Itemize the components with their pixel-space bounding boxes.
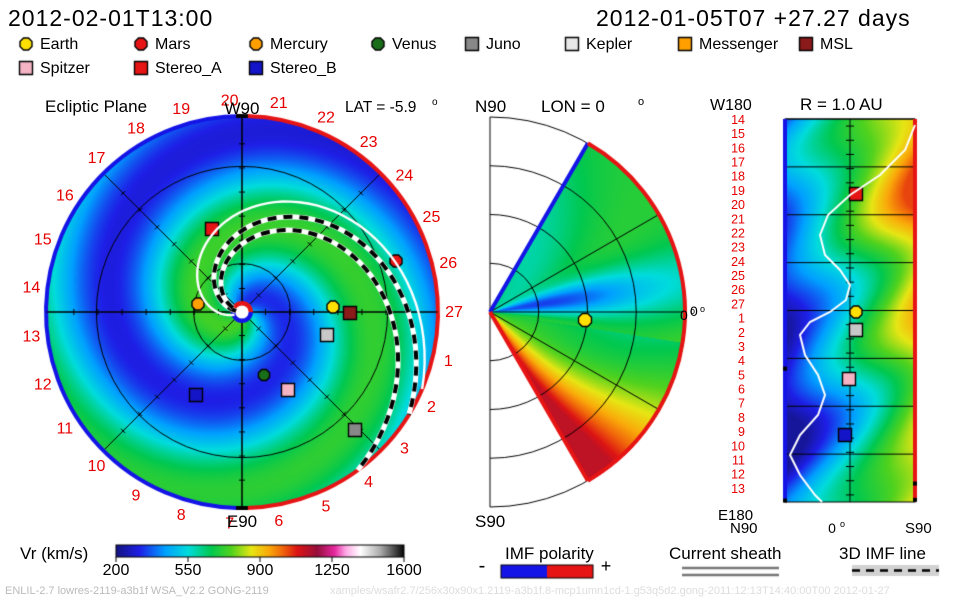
svg-text:4: 4	[364, 474, 373, 491]
svg-text:3: 3	[400, 440, 409, 457]
svg-text:16: 16	[731, 141, 745, 155]
svg-text:22: 22	[317, 109, 335, 126]
svg-text:900: 900	[247, 562, 274, 579]
svg-text:Stereo_B: Stereo_B	[270, 60, 337, 77]
svg-text:Stereo_A: Stereo_A	[155, 60, 222, 77]
svg-text:200: 200	[103, 562, 130, 579]
svg-text:3: 3	[738, 340, 745, 354]
svg-text:LAT = -5.9: LAT = -5.9	[345, 99, 416, 116]
svg-text:Kepler: Kepler	[586, 36, 633, 53]
svg-text:9: 9	[738, 425, 745, 439]
svg-text:22: 22	[731, 226, 745, 240]
svg-text:24: 24	[731, 255, 745, 269]
svg-text:550: 550	[175, 562, 202, 579]
svg-text:16: 16	[56, 188, 74, 205]
svg-text:5: 5	[322, 499, 331, 516]
svg-text:8: 8	[177, 507, 186, 524]
svg-text:o: o	[638, 96, 644, 108]
svg-text:11: 11	[732, 453, 745, 467]
svg-text:14: 14	[731, 113, 745, 127]
svg-text:0: 0	[828, 520, 836, 536]
svg-text:Ecliptic Plane: Ecliptic Plane	[45, 97, 147, 116]
svg-text:27: 27	[445, 304, 463, 321]
svg-text:26: 26	[731, 283, 745, 297]
svg-text:0: 0	[680, 307, 688, 323]
svg-text:S90: S90	[905, 520, 932, 537]
svg-text:8: 8	[738, 411, 745, 425]
svg-text:+: +	[601, 556, 612, 576]
svg-text:N90: N90	[475, 97, 506, 116]
svg-text:20: 20	[731, 198, 745, 212]
svg-text:10: 10	[88, 458, 106, 475]
svg-text:1250: 1250	[314, 562, 350, 579]
svg-text:Juno: Juno	[486, 36, 521, 53]
svg-text:Spitzer: Spitzer	[40, 60, 90, 77]
svg-text:MSL: MSL	[820, 36, 853, 53]
svg-text:26: 26	[439, 255, 457, 272]
svg-text:17: 17	[88, 150, 106, 167]
svg-text:13: 13	[23, 329, 41, 346]
svg-text:13: 13	[731, 482, 745, 496]
svg-text:15: 15	[34, 231, 52, 248]
svg-text:19: 19	[172, 101, 190, 118]
svg-text:4: 4	[738, 354, 745, 368]
svg-text:19: 19	[731, 184, 745, 198]
svg-text:12: 12	[34, 377, 52, 394]
svg-text:2: 2	[738, 326, 745, 340]
svg-text:IMF polarity: IMF polarity	[505, 544, 594, 563]
svg-text:6: 6	[738, 383, 745, 397]
svg-text:Messenger: Messenger	[699, 36, 779, 53]
svg-text:10: 10	[731, 439, 745, 453]
svg-text:N90: N90	[730, 520, 758, 537]
svg-text:E90: E90	[227, 512, 257, 531]
svg-text:LON = 0: LON = 0	[541, 97, 605, 116]
svg-text:6: 6	[274, 513, 283, 530]
svg-text:Mars: Mars	[155, 36, 191, 53]
svg-text:24: 24	[396, 168, 414, 185]
svg-text:27: 27	[731, 297, 745, 311]
svg-text:23: 23	[360, 134, 378, 151]
svg-text:S90: S90	[475, 512, 505, 531]
svg-text:5: 5	[738, 368, 745, 382]
svg-text:o: o	[700, 304, 705, 314]
svg-text:17: 17	[731, 156, 745, 170]
svg-text:1: 1	[444, 353, 453, 370]
svg-text:21: 21	[731, 212, 745, 226]
svg-text:1600: 1600	[386, 562, 422, 579]
svg-text:11: 11	[57, 420, 74, 437]
svg-text:W180: W180	[710, 97, 752, 114]
svg-text:1: 1	[738, 312, 745, 326]
svg-text:12: 12	[731, 468, 745, 482]
svg-text:25: 25	[423, 209, 441, 226]
svg-text:o: o	[432, 97, 438, 108]
svg-text:2: 2	[427, 399, 436, 416]
svg-text:Mercury: Mercury	[270, 36, 328, 53]
svg-text:Earth: Earth	[40, 36, 78, 53]
svg-text:Vr (km/s): Vr (km/s)	[20, 544, 88, 563]
svg-text:ENLIL-2.7 lowres-2119-a3b1f: ENLIL-2.7 lowres-2119-a3b1f WSA_V2.2 GON…	[5, 585, 269, 597]
svg-text:9: 9	[132, 488, 141, 505]
svg-text:W90: W90	[225, 99, 260, 118]
svg-text:Venus: Venus	[392, 36, 436, 53]
svg-text:o: o	[690, 306, 695, 316]
svg-text:-: -	[479, 555, 486, 577]
svg-text:21: 21	[270, 95, 288, 112]
svg-text:25: 25	[731, 269, 745, 283]
svg-text:18: 18	[127, 120, 145, 137]
svg-text:23: 23	[731, 241, 745, 255]
svg-text:xamples/wsafr2.7/256x30x90x1.2: xamples/wsafr2.7/256x30x90x1.2119-a3b1f.…	[330, 585, 890, 597]
svg-text:R = 1.0 AU: R = 1.0 AU	[800, 95, 883, 114]
svg-text:15: 15	[731, 127, 745, 141]
svg-text:3D IMF line: 3D IMF line	[839, 544, 926, 563]
svg-text:18: 18	[731, 170, 745, 184]
svg-text:o: o	[840, 519, 845, 529]
svg-text:14: 14	[23, 279, 41, 296]
svg-text:Current sheath: Current sheath	[669, 544, 781, 563]
svg-text:7: 7	[738, 397, 745, 411]
